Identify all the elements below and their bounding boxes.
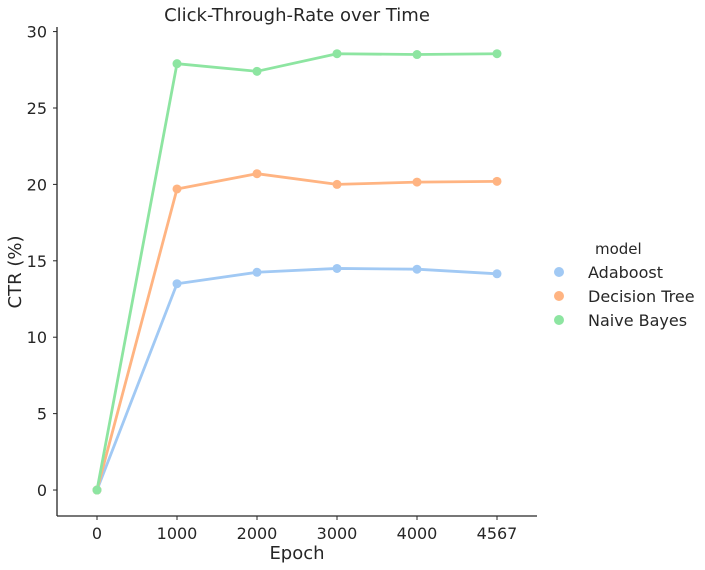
y-tick-label: 0	[37, 481, 47, 500]
data-point-adaboost	[252, 267, 262, 277]
y-tick-label: 15	[27, 252, 47, 271]
chart-title: Click-Through-Rate over Time	[164, 5, 430, 26]
data-point-adaboost	[412, 264, 422, 274]
x-tick-label: 4000	[397, 524, 438, 543]
legend-marker	[554, 315, 564, 325]
data-point-decision-tree	[252, 169, 262, 179]
y-tick-label: 10	[27, 328, 47, 347]
x-axis-label: Epoch	[269, 543, 324, 564]
data-point-decision-tree	[412, 177, 422, 187]
x-tick-label: 3000	[317, 524, 358, 543]
data-point-decision-tree	[332, 179, 342, 189]
x-tick-label: 4567	[477, 524, 518, 543]
legend-title: model	[595, 240, 642, 258]
data-point-naive-bayes	[412, 50, 422, 60]
legend-label: Adaboost	[588, 263, 663, 282]
y-tick-label: 25	[27, 99, 47, 118]
legend-label: Decision Tree	[588, 287, 695, 306]
y-ticks: 0 5 10 15 20 25 30	[27, 23, 57, 500]
y-tick-label: 30	[27, 23, 47, 42]
y-tick-label: 20	[27, 175, 47, 194]
y-tick-label: 5	[37, 405, 47, 424]
data-point-naive-bayes	[92, 485, 102, 495]
data-point-decision-tree	[172, 184, 182, 194]
x-tick-label: 2000	[237, 524, 278, 543]
series-group	[92, 49, 502, 495]
data-point-adaboost	[492, 269, 502, 279]
legend-marker	[554, 267, 564, 277]
data-point-adaboost	[332, 263, 342, 273]
legend: model Adaboost Decision Tree Naive Bayes	[554, 240, 695, 330]
series-line-adaboost	[95, 267, 498, 491]
legend-marker	[554, 291, 564, 301]
legend-label: Naive Bayes	[588, 311, 687, 330]
series-line-naive-bayes	[95, 52, 498, 491]
data-point-naive-bayes	[492, 49, 502, 59]
x-tick-label: 0	[92, 524, 102, 543]
data-point-naive-bayes	[172, 59, 182, 69]
data-point-decision-tree	[492, 176, 502, 186]
x-ticks: 0 1000 2000 3000 4000 4567	[92, 516, 517, 543]
data-point-naive-bayes	[332, 49, 342, 59]
data-point-adaboost	[172, 279, 182, 289]
plot-area: 0 5 10 15 20 25 30 0 1000 2000 3000 4000 4567	[27, 23, 537, 543]
y-axis-label: CTR (%)	[5, 236, 26, 309]
x-tick-label: 1000	[157, 524, 198, 543]
data-point-naive-bayes	[252, 66, 262, 76]
series-line-decision-tree	[95, 172, 498, 491]
